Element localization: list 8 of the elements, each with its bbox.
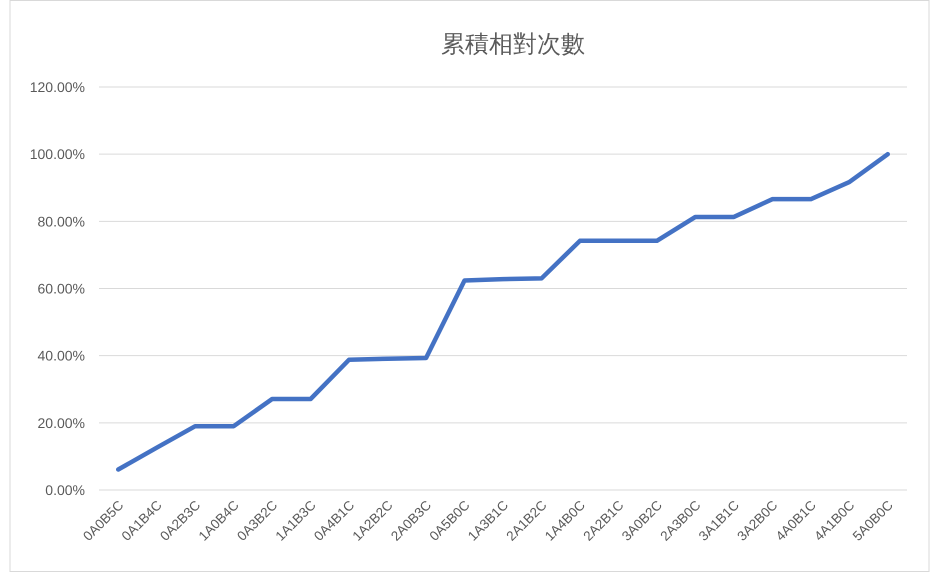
y-tick-label: 120.00%	[30, 79, 85, 95]
y-tick-label: 80.00%	[38, 213, 85, 230]
y-tick-label: 60.00%	[38, 280, 85, 296]
chart-title: 累積相對次數	[441, 31, 585, 58]
y-tick-label: 20.00%	[38, 414, 85, 431]
y-tick-label: 40.00%	[38, 348, 85, 364]
y-tick-label: 100.00%	[30, 146, 85, 162]
y-tick-label: 0.00%	[45, 482, 85, 498]
